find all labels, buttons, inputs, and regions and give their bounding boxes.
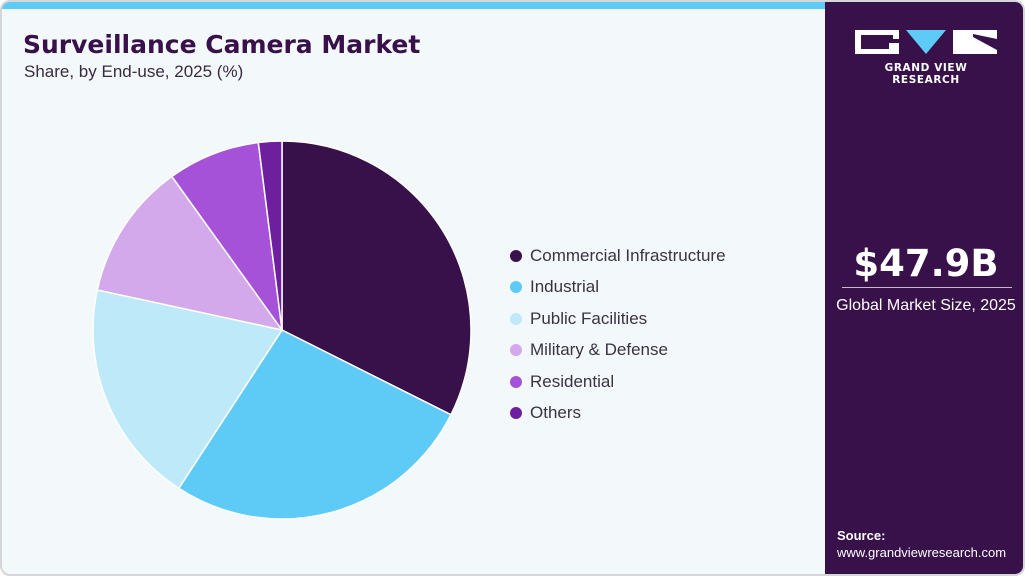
pie-slice-commercial-infrastructure xyxy=(281,140,472,416)
legend-item: Others xyxy=(510,398,726,430)
brand-name: GRAND VIEW RESEARCH xyxy=(884,62,968,86)
pie-chart xyxy=(92,140,472,520)
pie-slice-industrial xyxy=(177,329,452,520)
chart-title: Surveillance Camera Market xyxy=(23,30,421,59)
legend-label: Residential xyxy=(530,371,615,391)
logo-g-icon xyxy=(855,30,899,54)
legend-swatch-icon xyxy=(510,281,522,294)
legend-item: Public Facilities xyxy=(510,303,726,335)
brand-logo: GRAND VIEW RESEARCH xyxy=(855,30,997,86)
legend-swatch-icon xyxy=(510,375,522,388)
legend-label: Public Facilities xyxy=(530,308,648,328)
market-size-label: Global Market Size, 2025 xyxy=(836,297,1016,314)
accent-bar xyxy=(2,2,826,9)
chart-legend: Commercial Infrastructure Industrial Publi… xyxy=(510,240,726,429)
legend-swatch-icon xyxy=(510,344,522,357)
legend-label: Others xyxy=(530,403,582,423)
pie-slice-others xyxy=(257,140,283,331)
pie-slice-military-defense xyxy=(96,175,284,332)
legend-label: Commercial Infrastructure xyxy=(530,245,726,265)
chart-subtitle: Share, by End-use, 2025 (%) xyxy=(24,62,244,81)
legend-item: Industrial xyxy=(510,272,726,304)
pie-slice-residential xyxy=(170,141,283,331)
legend-swatch-icon xyxy=(510,312,522,325)
pie-slice-public-facilities xyxy=(92,289,284,490)
legend-label: Military & Defense xyxy=(530,340,668,360)
source-label: Source: xyxy=(837,528,886,543)
legend-item: Military & Defense xyxy=(510,335,726,367)
logo-v-icon xyxy=(906,30,946,54)
divider xyxy=(842,287,1012,288)
legend-label: Industrial xyxy=(530,277,599,297)
logo-r-icon xyxy=(953,30,997,54)
legend-swatch-icon xyxy=(510,407,522,420)
market-size-value: $47.9B xyxy=(853,242,999,285)
source-url[interactable]: www.grandviewresearch.com xyxy=(837,545,1007,560)
side-panel xyxy=(825,2,1023,574)
legend-swatch-icon xyxy=(510,249,522,262)
legend-item: Residential xyxy=(510,366,726,398)
legend-item: Commercial Infrastructure xyxy=(510,240,726,272)
